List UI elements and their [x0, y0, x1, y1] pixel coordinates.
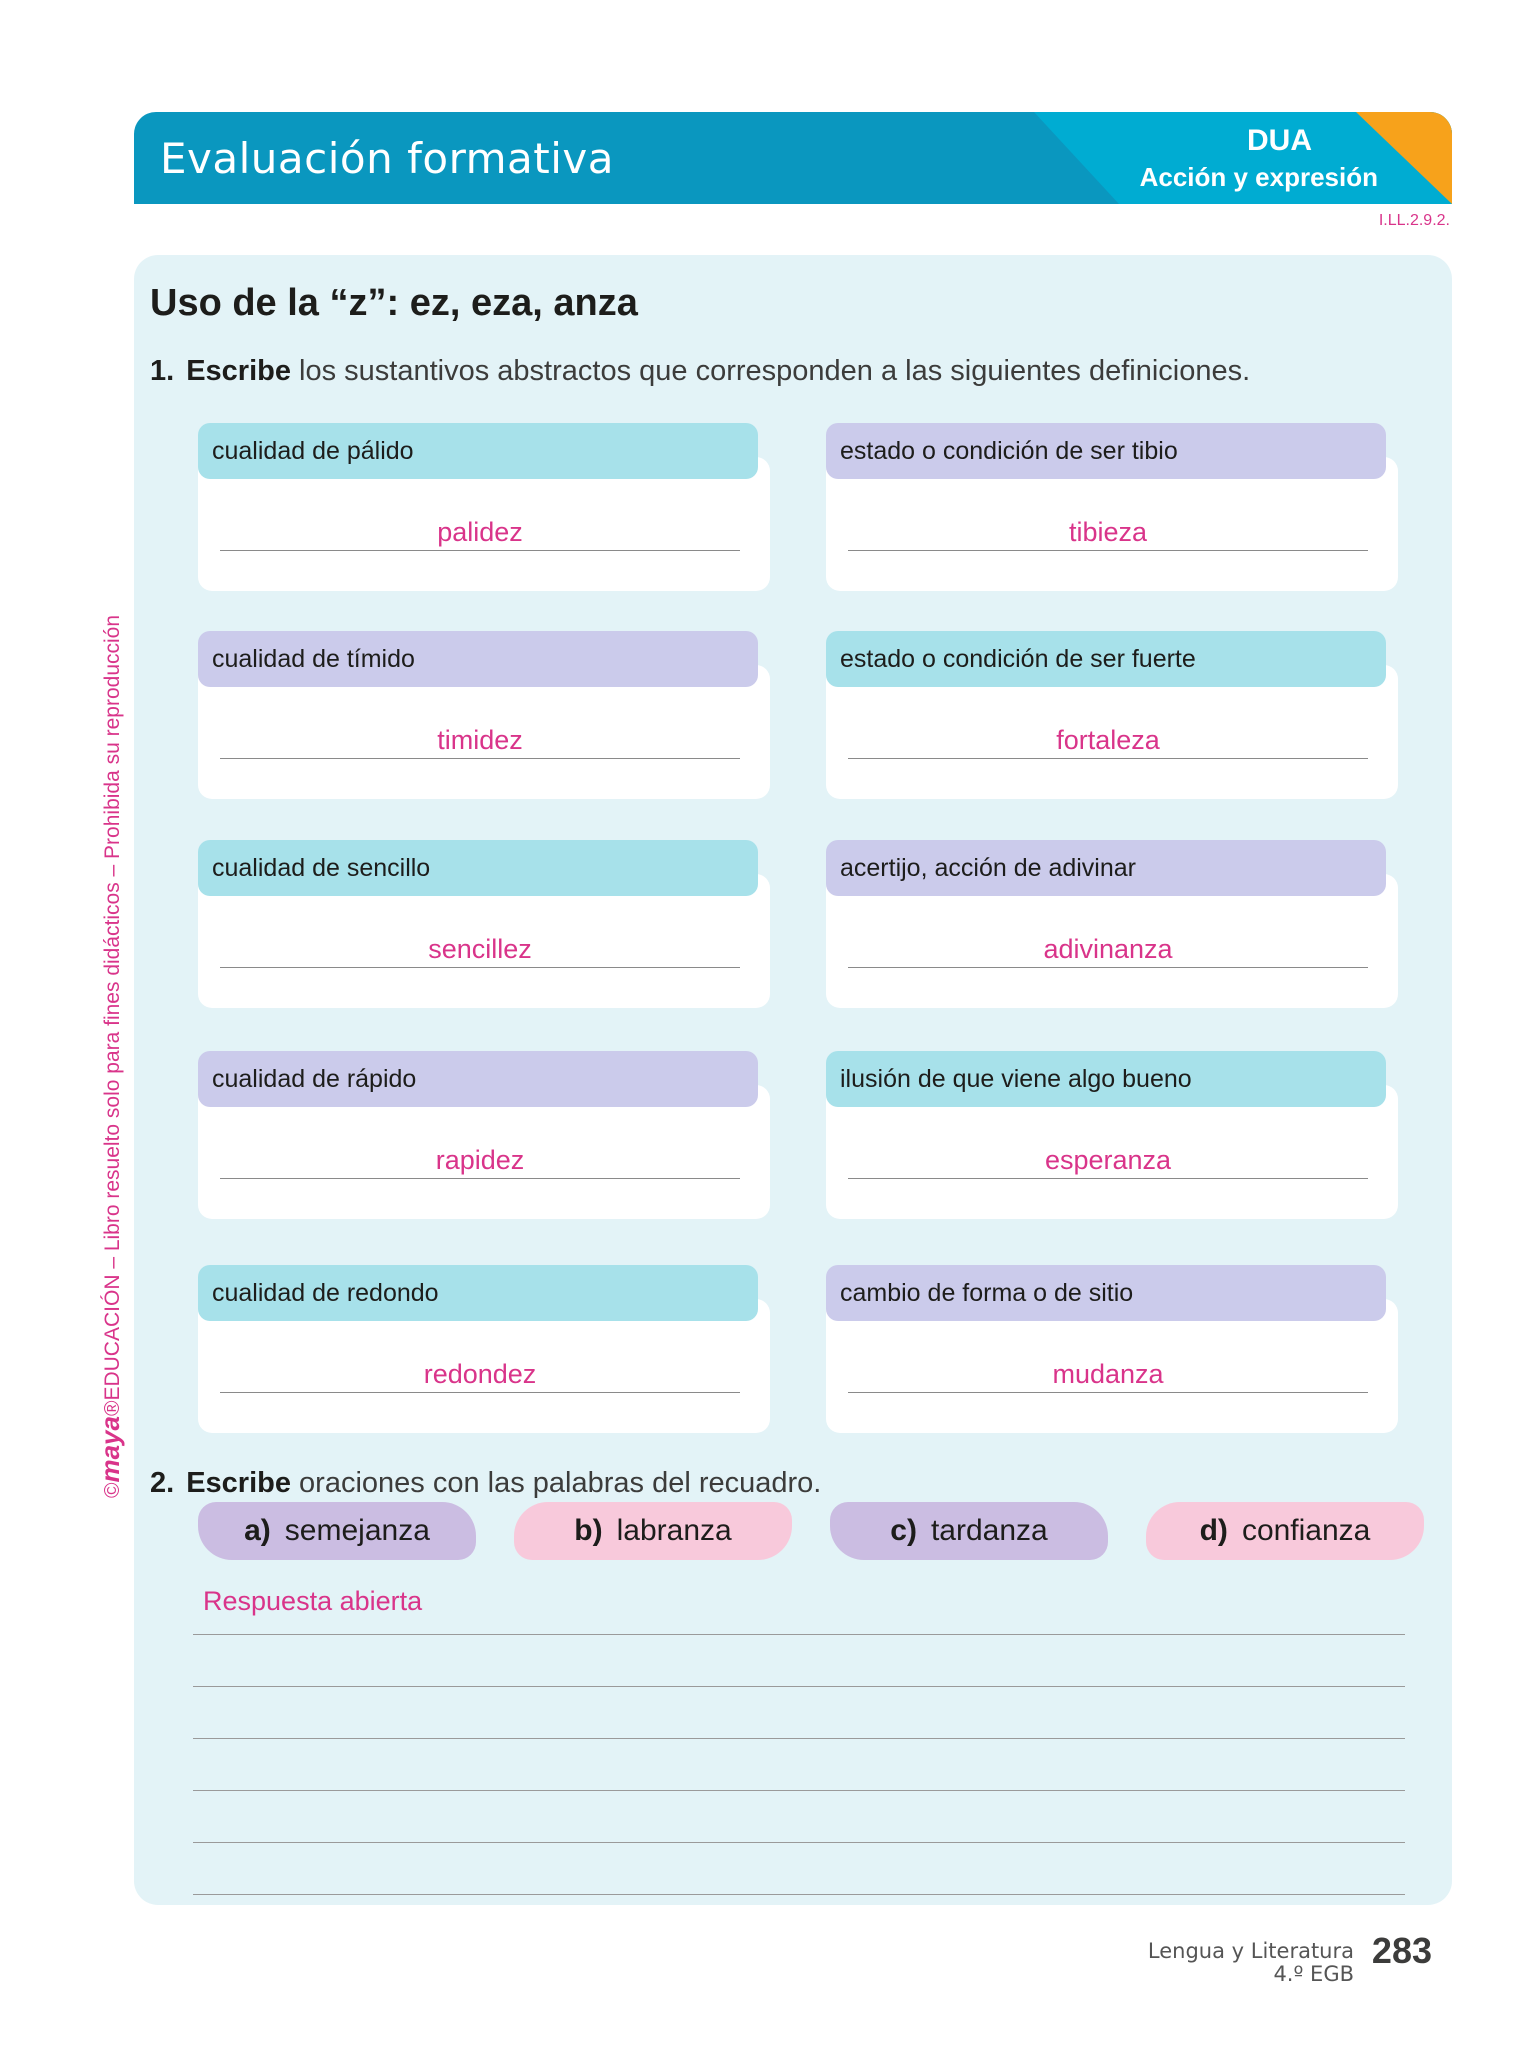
instruction-verb: Escribe — [186, 355, 291, 387]
brand-logo: maya — [95, 1416, 125, 1483]
exercise2-instruction: 2. Escribe oraciones con las palabras del… — [150, 1467, 821, 1500]
copyright-symbol: © — [101, 1482, 124, 1498]
chip-letter: b) — [574, 1514, 603, 1547]
answer-field[interactable]: tibieza — [1068, 517, 1148, 547]
instruction-text: los sustantivos abstractos que correspon… — [290, 355, 1251, 387]
chip-letter: d) — [1199, 1514, 1228, 1547]
word-chip-d: d) confianza — [1146, 1502, 1424, 1560]
definition-label: cualidad de rápido — [198, 1051, 758, 1107]
card-body — [198, 1085, 770, 1219]
card-body — [826, 1299, 1398, 1433]
definition-card: cualidad de pálido palidez — [198, 423, 770, 591]
definition-card: estado o condición de ser fuerte fortale… — [826, 631, 1398, 799]
definition-card: cualidad de sencillo sencillez — [198, 840, 770, 1008]
definition-label: cualidad de redondo — [198, 1265, 758, 1321]
card-body — [826, 1085, 1398, 1219]
chip-letter: c) — [890, 1514, 917, 1547]
definition-card: cualidad de tímido timidez — [198, 631, 770, 799]
footer-subject: Lengua y Literatura — [1147, 1939, 1354, 1963]
definition-label: cualidad de sencillo — [198, 840, 758, 896]
dua-label: DUA — [1247, 124, 1312, 157]
definition-label: estado o condición de ser tibio — [826, 423, 1386, 479]
definition-label: acertijo, acción de adivinar — [826, 840, 1386, 896]
definition-label: ilusión de que viene algo bueno — [826, 1051, 1386, 1107]
dua-subtitle: Acción y expresión — [1139, 162, 1378, 192]
answer-line — [220, 1178, 740, 1179]
card-body — [826, 874, 1398, 1008]
exercise-number: 1. — [150, 355, 175, 387]
definition-label: estado o condición de ser fuerte — [826, 631, 1386, 687]
definition-card: ilusión de que viene algo bueno esperanz… — [826, 1051, 1398, 1219]
answer-line — [220, 967, 740, 968]
definition-card: cualidad de redondo redondez — [198, 1265, 770, 1433]
registered-mark: ® — [101, 1400, 124, 1417]
answer-field[interactable]: adivinanza — [1043, 934, 1173, 964]
answer-field[interactable]: timidez — [437, 725, 523, 755]
writing-line[interactable] — [193, 1686, 1405, 1687]
chip-word: confianza — [1241, 1514, 1371, 1547]
card-body — [198, 1299, 770, 1433]
writing-line[interactable] — [193, 1894, 1405, 1895]
exercise1-instruction: 1. Escribe los sustantivos abstractos que… — [150, 355, 1250, 388]
answer-line — [220, 550, 740, 551]
chip-letter: a) — [244, 1514, 271, 1547]
instruction-verb: Escribe — [186, 1467, 291, 1499]
answer-field[interactable]: palidez — [437, 517, 523, 547]
answer-field[interactable]: sencillez — [428, 934, 532, 964]
answer-line — [848, 1178, 1368, 1179]
card-body — [826, 457, 1398, 591]
card-body — [198, 665, 770, 799]
definition-card: acertijo, acción de adivinar adivinanza — [826, 840, 1398, 1008]
chip-word: labranza — [616, 1514, 732, 1547]
exercise-number: 2. — [150, 1467, 175, 1499]
answer-line — [848, 758, 1368, 759]
header-banner: Evaluación formativa DUA Acción y expres… — [134, 112, 1452, 204]
definition-card: estado o condición de ser tibio tibieza — [826, 423, 1398, 591]
footer-grade: 4.º EGB — [1273, 1962, 1354, 1986]
answer-field[interactable]: rapidez — [435, 1145, 525, 1175]
answer-line — [848, 550, 1368, 551]
writing-line[interactable] — [193, 1738, 1405, 1739]
section-title: Uso de la “z”: ez, eza, anza — [150, 282, 638, 324]
answer-field[interactable]: mudanza — [1052, 1359, 1164, 1389]
side-copyright: ©maya®EDUCACIÓN – Libro resuelto solo pa… — [95, 615, 126, 1498]
page-title: Evaluación formativa — [160, 134, 614, 183]
answer-line — [848, 1392, 1368, 1393]
answer-line — [220, 758, 740, 759]
writing-line[interactable] — [193, 1842, 1405, 1843]
instruction-text: oraciones con las palabras del recuadro. — [290, 1467, 822, 1499]
answer-field[interactable]: esperanza — [1044, 1145, 1172, 1175]
definition-card: cualidad de rápido rapidez — [198, 1051, 770, 1219]
word-chip-a: a) semejanza — [198, 1502, 476, 1560]
card-body — [198, 457, 770, 591]
answer-line — [220, 1392, 740, 1393]
answer-line — [848, 967, 1368, 968]
definition-label: cualidad de tímido — [198, 631, 758, 687]
card-body — [826, 665, 1398, 799]
writing-line[interactable] — [193, 1790, 1405, 1791]
side-text: EDUCACIÓN – Libro resuelto solo para fin… — [101, 614, 124, 1401]
word-chip-c: c) tardanza — [830, 1502, 1108, 1560]
answer-field[interactable]: fortaleza — [1056, 725, 1160, 755]
definition-label: cambio de forma o de sitio — [826, 1265, 1386, 1321]
page-number: 283 — [1371, 1930, 1432, 1971]
response-text[interactable]: Respuesta abierta — [203, 1586, 423, 1616]
writing-line[interactable] — [193, 1634, 1405, 1635]
skill-code: I.LL.2.9.2. — [1378, 212, 1450, 229]
chip-word: semejanza — [284, 1514, 430, 1547]
card-body — [198, 874, 770, 1008]
chip-word: tardanza — [930, 1514, 1048, 1547]
definition-label: cualidad de pálido — [198, 423, 758, 479]
answer-field[interactable]: redondez — [423, 1359, 537, 1389]
definition-card: cambio de forma o de sitio mudanza — [826, 1265, 1398, 1433]
word-chip-b: b) labranza — [514, 1502, 792, 1560]
